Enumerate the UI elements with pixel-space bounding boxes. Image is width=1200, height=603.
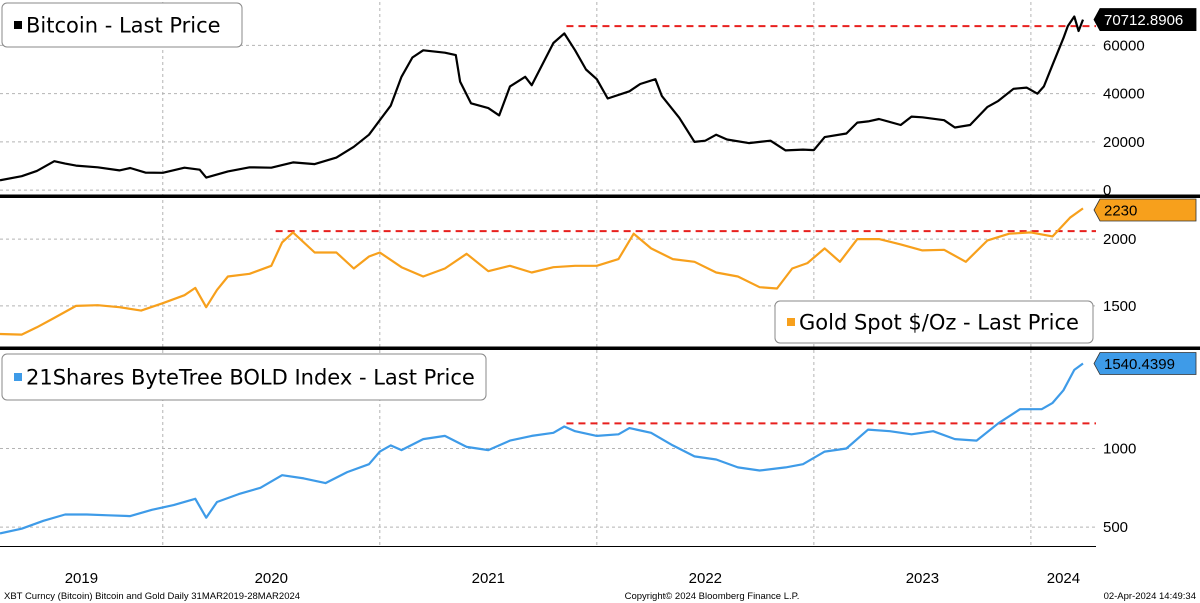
gold-last-value-label: 2230 bbox=[1104, 203, 1137, 220]
bitcoin-ytick-60000: 60000 bbox=[1103, 37, 1145, 54]
bitcoin-ytick-20000: 20000 bbox=[1103, 134, 1145, 151]
panel-divider-2 bbox=[0, 346, 1200, 350]
gold-series-line bbox=[0, 207, 1084, 336]
bitcoin-ytick-0: 0 bbox=[1103, 182, 1111, 199]
footer-timestamp: 02-Apr-2024 14:49:34 bbox=[1104, 591, 1196, 602]
bitcoin-ytick-40000: 40000 bbox=[1103, 86, 1145, 103]
year-label-2023: 2023 bbox=[906, 570, 939, 587]
bold-ytick-1000: 1000 bbox=[1103, 441, 1136, 458]
bold-legend-box bbox=[1, 353, 487, 401]
bold-last-value-label: 1540.4399 bbox=[1104, 356, 1175, 373]
footer-copyright: Copyright© 2024 Bloomberg Finance L.P. bbox=[625, 591, 800, 602]
legends: Bitcoin - Last Price Gold Spot $/Oz - Las… bbox=[1, 2, 1094, 401]
bitcoin-legend-box bbox=[1, 2, 243, 48]
series-lines bbox=[0, 15, 1085, 535]
bitcoin-legend-swatch bbox=[14, 21, 22, 29]
year-label-2024: 2024 bbox=[1047, 570, 1080, 587]
footer-source: XBT Curncy (Bitcoin) Bitcoin and Gold Da… bbox=[4, 591, 300, 602]
gold-ytick-1500: 1500 bbox=[1103, 298, 1136, 315]
bitcoin-legend-label: Bitcoin - Last Price bbox=[26, 14, 221, 38]
gold-legend-label: Gold Spot $/Oz - Last Price bbox=[799, 311, 1079, 335]
bold-series-line bbox=[0, 362, 1084, 535]
last-value-tags: 70712.8906 2230 1540.4399 bbox=[1093, 8, 1197, 375]
bold-last-value-tag bbox=[1093, 352, 1197, 375]
gold-legend-swatch bbox=[787, 318, 795, 326]
panel-dividers bbox=[0, 194, 1200, 547]
panel-divider-1 bbox=[0, 194, 1200, 198]
year-label-2022: 2022 bbox=[689, 570, 722, 587]
bitcoin-series-line bbox=[0, 15, 1085, 182]
year-label-2021: 2021 bbox=[472, 570, 505, 587]
gold-legend-box bbox=[774, 300, 1094, 344]
year-label-2020: 2020 bbox=[255, 570, 288, 587]
bold-legend-label: 21Shares ByteTree BOLD Index - Last Pric… bbox=[26, 366, 475, 390]
y-axis-labels: 0 20000 40000 60000 1500 2000 500 1000 bbox=[1103, 37, 1145, 536]
bitcoin-last-value-tag bbox=[1093, 8, 1197, 31]
year-label-2019: 2019 bbox=[65, 570, 98, 587]
bold-legend-swatch bbox=[14, 373, 22, 381]
x-axis-year-labels: 2019 2020 2021 2022 2023 2024 bbox=[65, 570, 1080, 587]
bold-ytick-500: 500 bbox=[1103, 519, 1128, 536]
bitcoin-last-value-label: 70712.8906 bbox=[1104, 12, 1183, 29]
resistance-lines bbox=[275, 25, 1096, 425]
gold-ytick-2000: 2000 bbox=[1103, 231, 1136, 248]
gold-last-value-tag bbox=[1093, 198, 1197, 222]
